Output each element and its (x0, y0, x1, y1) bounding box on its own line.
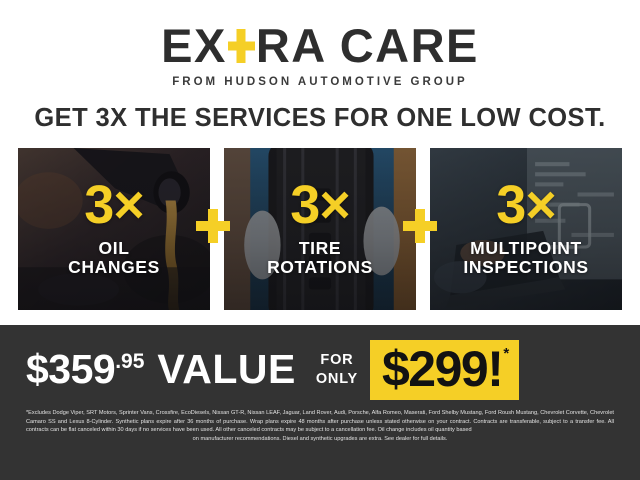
for-only-label: FOR ONLY (316, 351, 358, 387)
page-title: GET 3X THE SERVICES FOR ONE LOW COST. (34, 104, 606, 132)
asterisk-marker: * (503, 344, 510, 362)
value-word: VALUE (157, 346, 296, 392)
service-panel-tire-rotations: 3× TIRE ROTATIONS (224, 148, 416, 310)
plus-icon (196, 209, 230, 243)
panel-overlay (430, 148, 622, 310)
services-panel-group: 3× OIL CHANGES (0, 148, 640, 310)
service-label-line2: ROTATIONS (267, 257, 373, 278)
service-label-line2: CHANGES (68, 257, 160, 278)
service-panel-multipoint-inspections: 3× MULTIPOINT INSPECTIONS (430, 148, 622, 310)
service-label-line1: TIRE (298, 237, 342, 258)
original-value: $359.95 VALUE (26, 349, 296, 390)
service-panel-content: 3× TIRE ROTATIONS (224, 148, 416, 310)
logo-text-part1: EX (161, 19, 227, 72)
service-label-line2: INSPECTIONS (463, 257, 589, 278)
value-cents: .95 (115, 350, 145, 373)
disclaimer-text: *Excludes Dodge Viper, SRT Motors, Sprin… (0, 401, 640, 452)
plus-icon (228, 29, 255, 63)
pricing-row: $359.95 VALUE FOR ONLY $299! * (0, 325, 640, 401)
logo-text-part3: CARE (339, 19, 479, 72)
value-amount: $359 (26, 346, 116, 392)
panel-overlay (224, 148, 416, 310)
service-multiplier: 3× (496, 175, 557, 236)
service-label-line1: MULTIPOINT (470, 237, 582, 258)
plus-icon (403, 209, 437, 243)
panel-overlay (18, 148, 210, 310)
service-label: OIL CHANGES (68, 237, 160, 278)
service-label: TIRE ROTATIONS (267, 237, 373, 278)
service-multiplier: 3× (84, 175, 145, 236)
disclaimer-line-1: *Excludes Dodge Viper, SRT Motors, Sprin… (26, 410, 614, 434)
brand-header: EX RA CARE FROM HUDSON AUTOMOTIVE GROUP (0, 0, 640, 88)
for-only-line2: ONLY (315, 370, 358, 387)
logo-text-part2: RA (255, 19, 327, 72)
service-panel-content: 3× MULTIPOINT INSPECTIONS (430, 148, 622, 310)
disclaimer-line-2: on manufacturer recommendations. Diesel … (192, 435, 448, 442)
sale-price: $299! (382, 340, 504, 397)
service-panel-content: 3× OIL CHANGES (18, 148, 210, 310)
service-panel-oil-changes: 3× OIL CHANGES (18, 148, 210, 310)
service-label-line1: OIL (98, 237, 130, 258)
service-label: MULTIPOINT INSPECTIONS (463, 237, 589, 278)
for-only-line1: FOR (320, 352, 354, 369)
service-multiplier: 3× (290, 175, 351, 236)
brand-logo: EX RA CARE (0, 22, 640, 69)
sale-price-box: $299! * (370, 339, 520, 400)
brand-tagline: FROM HUDSON AUTOMOTIVE GROUP (172, 76, 468, 88)
pricing-band: $359.95 VALUE FOR ONLY $299! * *Excludes … (0, 325, 640, 480)
